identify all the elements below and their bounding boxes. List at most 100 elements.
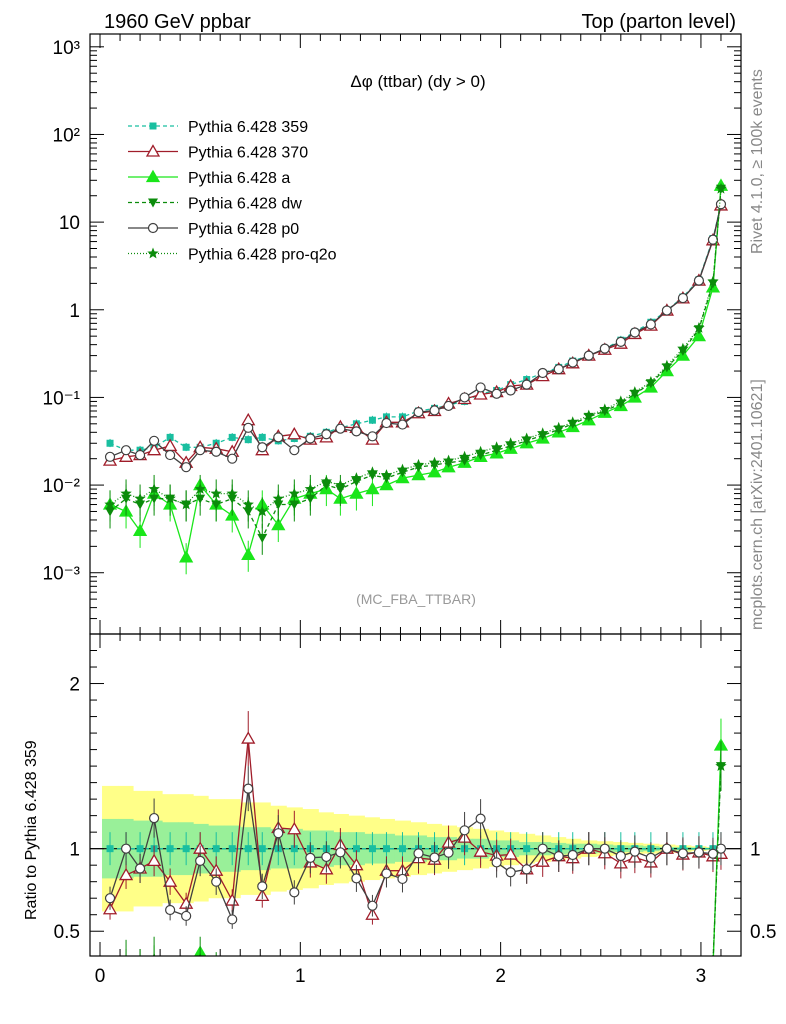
ratio-point (134, 988, 146, 999)
ratio-point (104, 975, 116, 986)
ratio-point (646, 977, 656, 986)
ratio-point (475, 813, 486, 824)
data-point (148, 483, 160, 494)
ratio-point (554, 978, 564, 987)
ratio-point (475, 972, 486, 983)
ratio-point (163, 874, 178, 887)
ratio-point (273, 979, 283, 988)
ratio-point (429, 852, 440, 863)
series-5 (104, 182, 727, 529)
legend-label: Pythia 6.428 pro-q2o (188, 247, 337, 264)
data-point (553, 364, 564, 375)
ratio-point (305, 967, 316, 978)
data-point (413, 407, 424, 418)
ratio-point (645, 852, 656, 863)
ratio-point (226, 987, 238, 998)
analysis-label: (MC_FBA_TTBAR) (356, 591, 476, 607)
ratio-point (413, 968, 424, 979)
data-point (490, 441, 503, 453)
ratio-point (272, 990, 284, 1001)
ratio-point (429, 968, 440, 979)
ratio-point (693, 847, 705, 858)
data-point (134, 492, 146, 504)
data-point (320, 475, 333, 487)
data-point (148, 435, 160, 446)
ratio-point (459, 975, 471, 986)
series-line (109, 205, 722, 464)
ratio-point (707, 848, 719, 859)
ratio-point (707, 962, 719, 973)
ratio-point (443, 970, 455, 981)
ratio-point (164, 975, 175, 986)
data-point (491, 388, 502, 399)
data-point (504, 437, 517, 449)
chart-title: Δφ (ttbar) (dy > 0) (350, 72, 485, 91)
ratio-point (708, 959, 718, 968)
ratio-point (505, 977, 517, 988)
ratio-y-label: Ratio to Pythia 6.428 359 (23, 740, 40, 920)
data-point (599, 403, 611, 415)
ratio-point (615, 975, 626, 986)
data-point (693, 322, 705, 333)
ratio-tick-label: 1 (69, 840, 80, 861)
ratio-point (211, 964, 222, 975)
data-point (335, 423, 346, 434)
data-point (287, 426, 302, 440)
data-point (195, 445, 206, 456)
ratio-point (351, 968, 362, 979)
data-point (427, 464, 442, 478)
data-point (120, 487, 132, 499)
ratio-point (600, 978, 610, 987)
legend-marker (145, 144, 161, 157)
data-point (443, 400, 454, 412)
data-point (273, 432, 284, 443)
ratio-point (599, 977, 611, 988)
data-point (106, 439, 114, 447)
ratio-point (662, 973, 672, 982)
ratio-point (645, 978, 657, 989)
data-point (677, 292, 689, 304)
ratio-point (521, 977, 533, 988)
data-point (350, 472, 363, 483)
legend-label: Pythia 6.428 359 (188, 119, 308, 136)
ratio-point (120, 843, 132, 854)
data-point (243, 422, 254, 433)
ratio-point (567, 975, 578, 986)
legend-marker (149, 122, 157, 130)
ratio-point (397, 967, 408, 978)
data-point (629, 327, 640, 338)
data-point (321, 429, 332, 440)
data-point (272, 492, 284, 504)
ratio-tick-label: 0.5 (54, 922, 80, 943)
data-point (227, 453, 238, 464)
ratio-point (567, 849, 578, 861)
ratio-point (195, 967, 205, 976)
data-point (505, 385, 516, 396)
data-point (397, 419, 408, 430)
ratio-point (522, 977, 532, 986)
series-line (109, 204, 722, 469)
ratio-point (568, 978, 578, 987)
data-point (583, 409, 595, 421)
ratio-point (164, 979, 176, 990)
data-point (661, 359, 673, 371)
ratio-point (444, 974, 454, 983)
ratio-point (104, 975, 115, 986)
ratio-point (180, 999, 192, 1010)
data-point (104, 498, 116, 510)
ratio-point (381, 868, 392, 879)
data-point (474, 445, 487, 457)
data-point (459, 392, 470, 403)
rivet-label: Rivet 4.1.0, ≥ 100k events (749, 69, 766, 254)
legend-marker (147, 222, 159, 234)
y-tick-label: 10 (59, 213, 80, 234)
ratio-point (195, 855, 206, 866)
ratio-point (273, 972, 284, 983)
data-point (707, 275, 719, 287)
ratio-point (351, 873, 362, 884)
ratio-point (243, 978, 254, 989)
ratio-point (125, 955, 127, 956)
legend-label: Pythia 6.428 p0 (188, 221, 299, 238)
ratio-point (181, 910, 192, 922)
data-point (475, 382, 486, 393)
